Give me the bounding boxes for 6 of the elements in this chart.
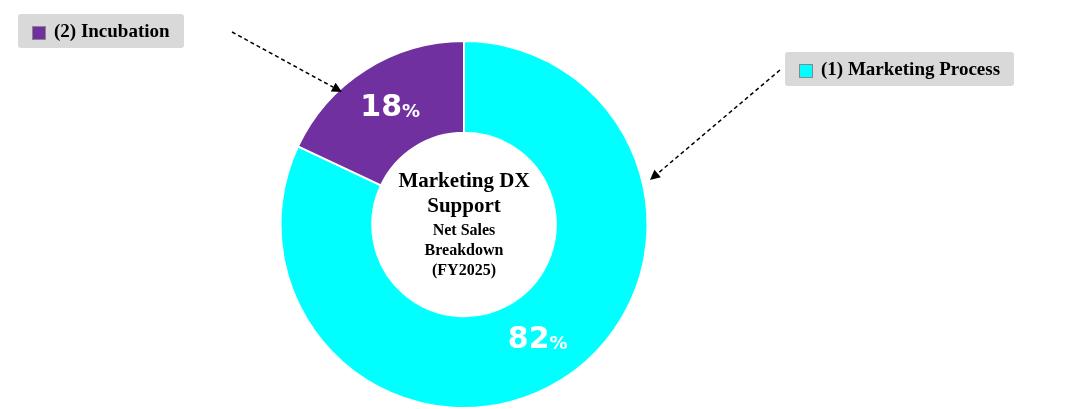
data-label: 18%: [360, 88, 421, 124]
text: Net Sales Breakdown (FY2025): [423, 220, 505, 280]
legend-label: (1) Marketing Process: [821, 58, 1001, 79]
legend-label: (2) Incubation: [54, 20, 170, 41]
data-label: 82%: [507, 320, 568, 356]
text: Marketing DX Support: [397, 168, 531, 218]
